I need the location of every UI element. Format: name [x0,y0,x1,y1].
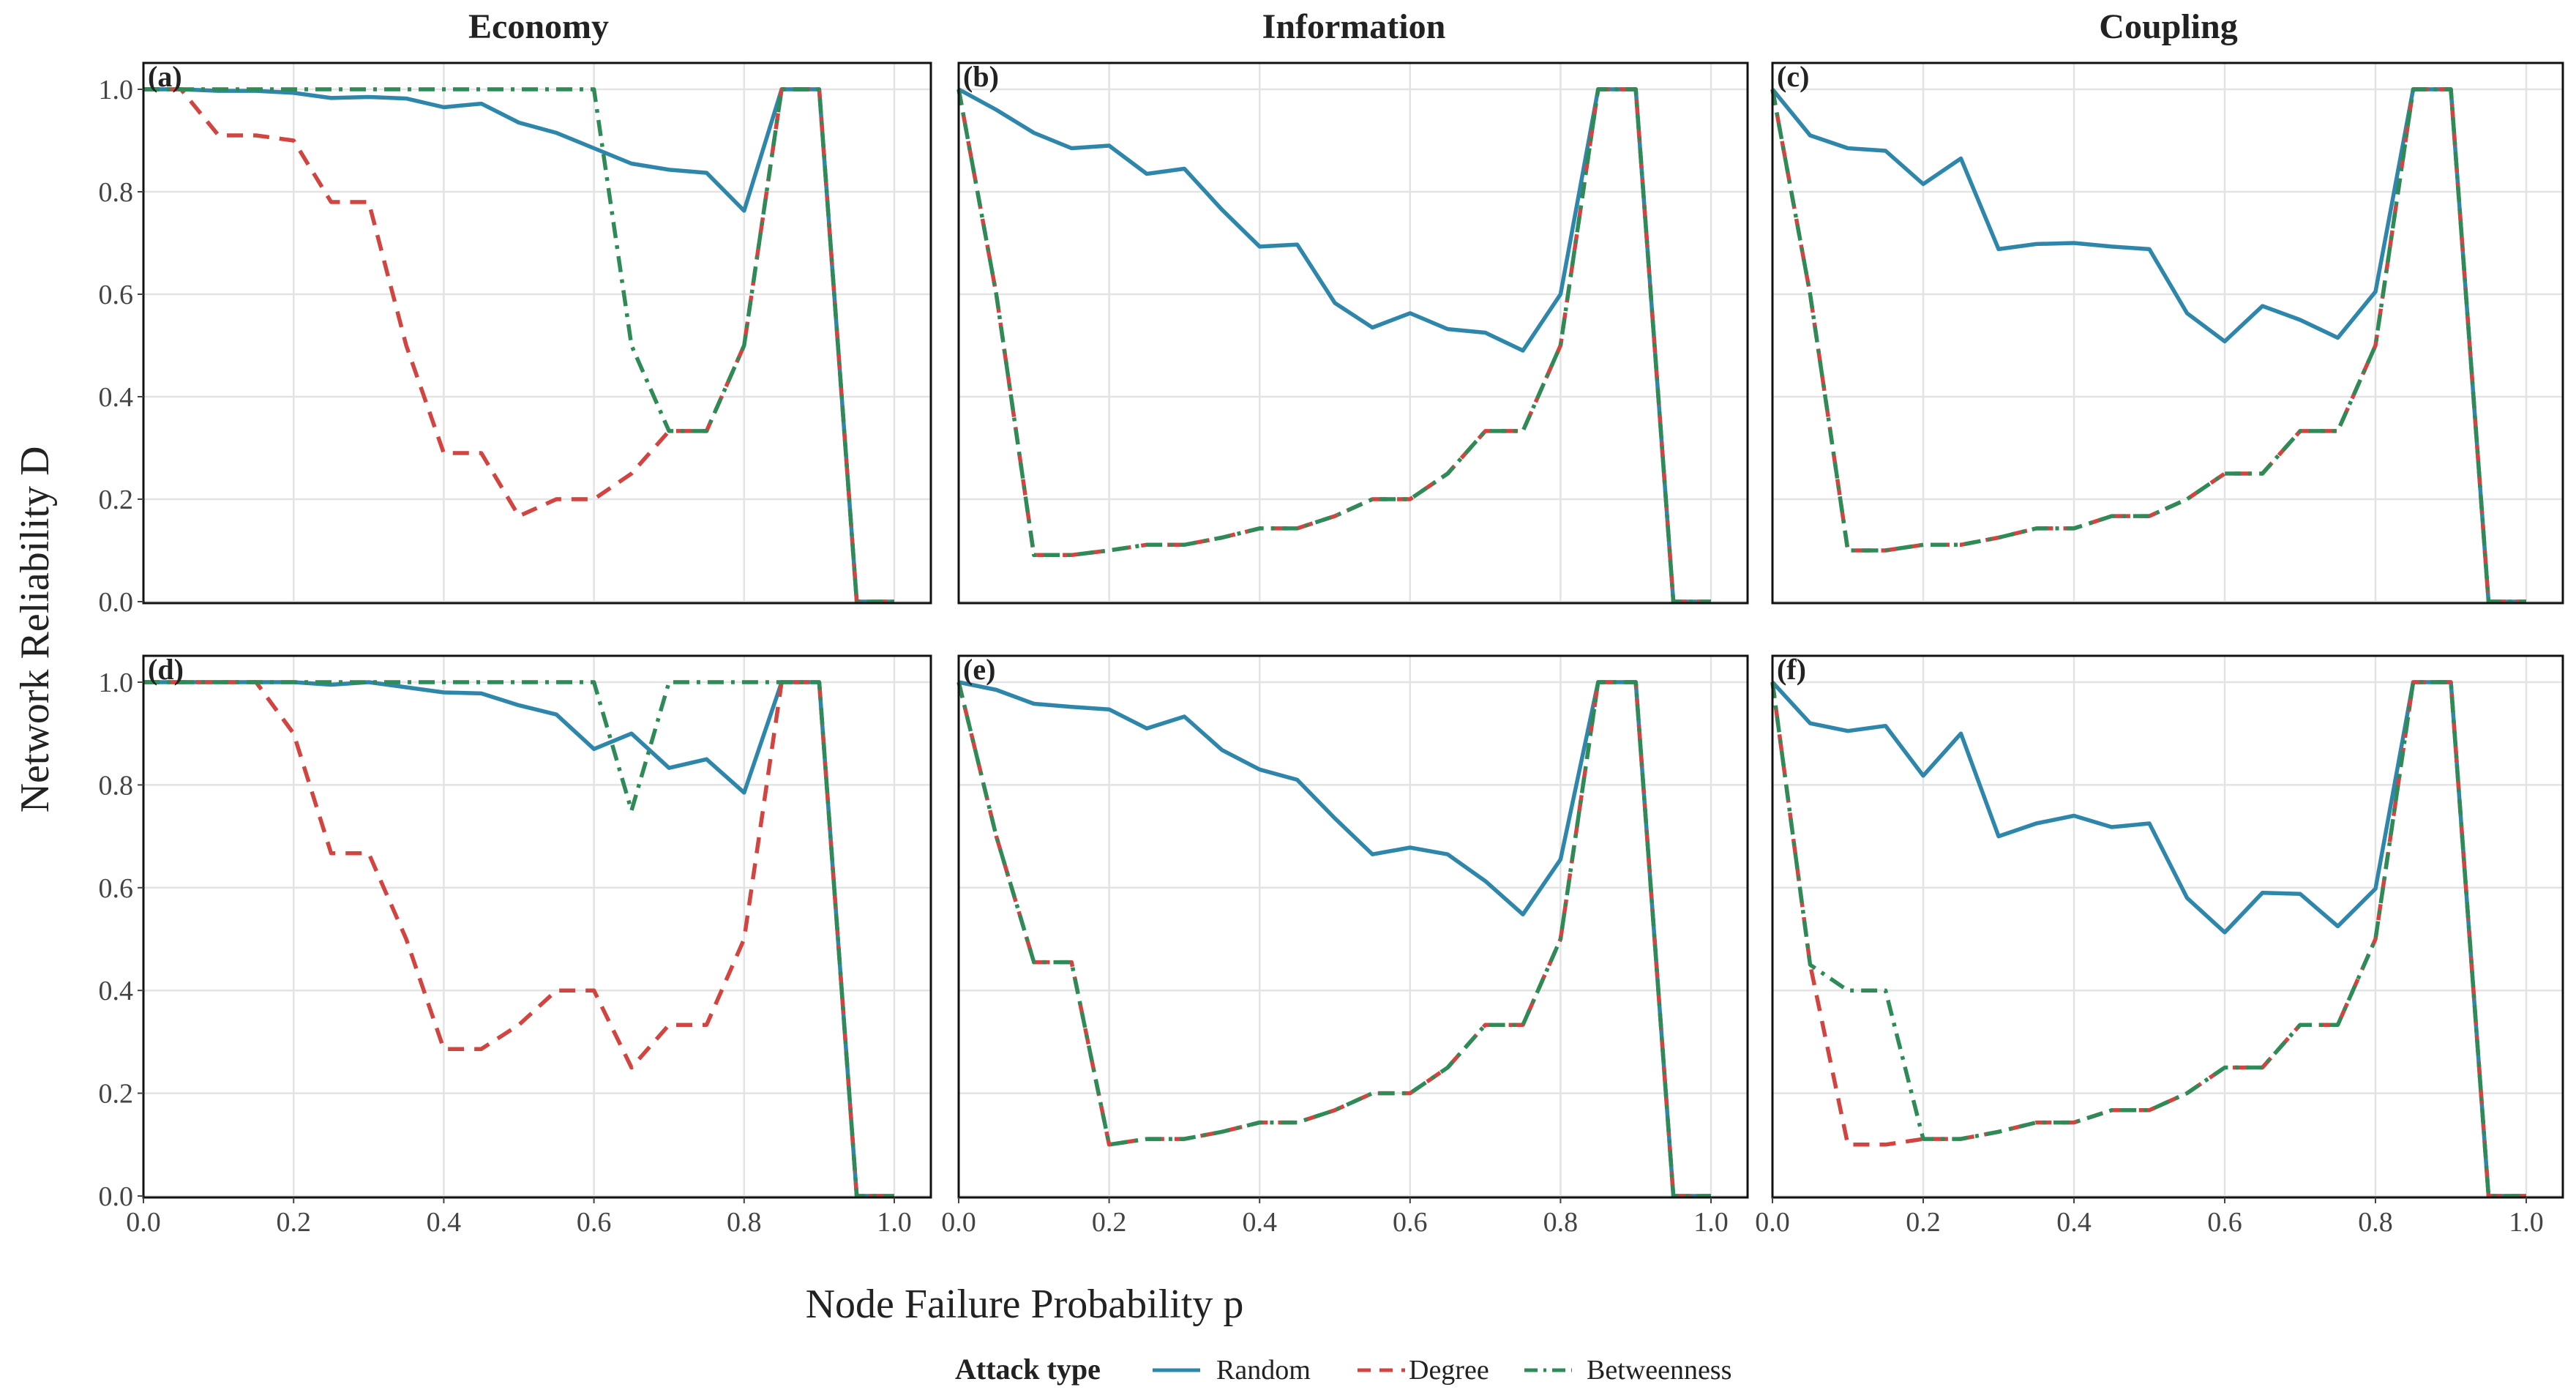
x-tick-label: 0.6 [2207,1207,2242,1238]
y-tick-label: 0.8 [99,770,134,801]
y-tick-label: 0.0 [99,1181,134,1212]
plot-background [143,63,931,603]
x-tick-label: 0.8 [727,1207,762,1238]
panel-d: (d) 0.0 0.2 0.4 0.6 0.8 1.0 0.0 0.2 0.4 0.6 0.8 1.0 [99,653,932,1238]
plot-background [959,63,1748,603]
y-tick-label: 0.6 [99,873,134,904]
series-line-degree [956,680,1711,1198]
plot-frame [1771,61,2564,605]
y-tick-label: 0.8 [99,177,134,208]
y-tick-label: 1.0 [99,668,134,698]
plot-background [959,656,1748,1197]
series-line-betweenness [1770,87,2526,604]
legend-label-betweenness: Betweenness [1587,1355,1731,1386]
panel-letter: (c) [1777,60,1809,93]
panels: (a) 0.0 0.2 0.4 0.6 0.8 1.0 (b) (c) (d) 0.0 0.2 0.4 0… [99,60,2564,1238]
series-line-degree [1770,680,2526,1198]
x-tick-label: 0.4 [1242,1207,1277,1238]
panel-letter: (d) [148,653,184,686]
legend-label-random: Random [1216,1355,1311,1386]
panel-a: (a) 0.0 0.2 0.4 0.6 0.8 1.0 [99,60,932,618]
series-line-random [1770,680,2526,1198]
series-line-betweenness [956,87,1711,604]
x-tick-label: 0.0 [1755,1207,1790,1238]
plot-frame [142,61,932,605]
x-tick-label: 1.0 [877,1207,912,1238]
series-line-betweenness [1770,680,2526,1198]
series-line-random [1770,87,2526,604]
panel-c: (c) [1770,60,2564,605]
series-line-random [143,87,894,604]
series-line-random [143,680,894,1198]
x-tick-label: 0.2 [276,1207,311,1238]
x-tick-label: 0.4 [427,1207,462,1238]
panel-letter: (b) [963,60,999,93]
panel-e: (e) 0.0 0.2 0.4 0.6 0.8 1.0 [941,653,1749,1238]
x-tick-label: 1.0 [2509,1207,2544,1238]
series-line-random [957,87,1711,604]
x-tick-label: 1.0 [1693,1207,1729,1238]
y-axis-title: Network Reliability D [12,446,58,813]
plot-frame [1771,654,2564,1199]
panel-b: (b) [956,60,1749,605]
plot-background [143,656,931,1197]
plot-frame [957,654,1749,1199]
panel-f: (f) 0.0 0.2 0.4 0.6 0.8 1.0 [1755,653,2564,1238]
x-tick-label: 0.8 [2358,1207,2393,1238]
column-title-economy: Economy [468,7,609,46]
series-line-degree [1770,87,2526,604]
y-tick-label: 1.0 [99,75,134,105]
panel-letter: (f) [1777,653,1806,686]
plot-frame [957,61,1749,605]
plot-background [1772,63,2563,603]
series-line-betweenness [956,680,1711,1198]
x-tick-label: 0.6 [1393,1207,1428,1238]
y-tick-label: 0.6 [99,280,134,310]
x-axis-title: Node Failure Probability p [806,1282,1244,1327]
plot-frame [142,654,932,1199]
series-line-degree [956,87,1711,604]
x-tick-label: 0.8 [1543,1207,1579,1238]
legend-label-degree: Degree [1409,1355,1489,1386]
y-tick-label: 0.4 [99,976,134,1006]
series-line-betweenness [143,87,894,604]
x-tick-label: 0.0 [126,1207,161,1238]
panel-letter: (a) [148,60,182,93]
y-tick-label: 0.2 [99,1079,134,1110]
legend: Attack type Random Degree Betweenness [955,1353,1731,1386]
x-tick-label: 0.2 [1092,1207,1127,1238]
x-tick-label: 0.2 [1906,1207,1941,1238]
x-tick-label: 0.4 [2056,1207,2092,1238]
series-line-random [958,680,1711,1198]
column-title-information: Information [1262,7,1446,46]
y-tick-label: 0.2 [99,485,134,515]
x-tick-label: 0.0 [941,1207,976,1238]
plot-background [1772,656,2563,1197]
y-tick-label: 0.0 [99,587,134,618]
y-tick-label: 0.4 [99,382,134,413]
series-line-degree [143,680,894,1198]
panel-letter: (e) [963,653,995,686]
x-tick-label: 0.6 [577,1207,612,1238]
column-title-coupling: Coupling [2099,7,2237,46]
legend-title: Attack type [955,1353,1101,1386]
